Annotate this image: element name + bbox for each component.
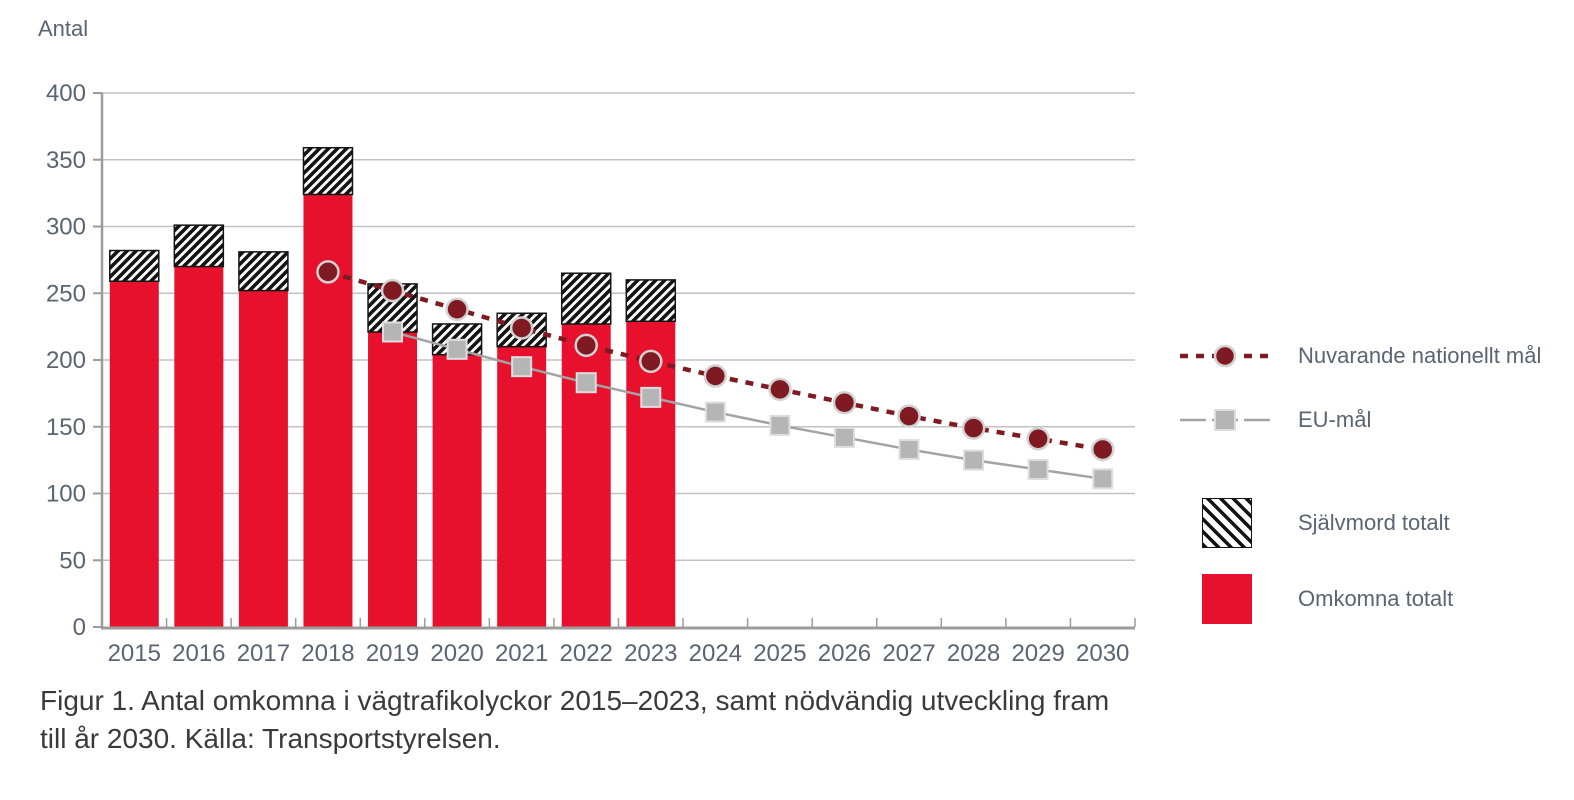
bar-omkomna-2022 — [561, 323, 611, 627]
marker-nuvarande-nationellt-m-l-2022 — [574, 333, 598, 358]
bar-omkomna-2017 — [238, 290, 288, 627]
legend-label-national-goal: Nuvarande nationellt mål — [1298, 343, 1542, 368]
marker-nuvarande-nationellt-m-l-2030 — [1090, 437, 1115, 462]
bar-omkomna-2015 — [109, 281, 159, 627]
marker-nuvarande-nationellt-m-l-2024 — [703, 364, 728, 388]
marker-eu-m-l-2019 — [382, 321, 404, 343]
marker-nuvarande-nationellt-m-l-2025 — [768, 377, 792, 402]
legend-label-eu-goal: EU-mål — [1298, 407, 1372, 432]
red-swatch — [1202, 574, 1252, 624]
bar-sjalvmord-2015 — [109, 249, 160, 282]
bar-omkomna-2021 — [497, 346, 547, 627]
marker-nuvarande-nationellt-m-l-2021 — [509, 316, 534, 340]
marker-eu-m-l-2028 — [963, 449, 985, 471]
x-tick-label-2020: 2020 — [430, 640, 483, 667]
x-tick-label-2017: 2017 — [237, 640, 290, 667]
marker-eu-m-l-2029 — [1027, 458, 1049, 480]
figure-caption: Figur 1. Antal omkomna i vägtrafikolycko… — [40, 682, 1160, 758]
marker-nuvarande-nationellt-m-l-2023 — [639, 349, 663, 374]
x-tick-label-2015: 2015 — [108, 640, 161, 667]
square-marker-sample — [1214, 409, 1236, 431]
bar-omkomna-2020 — [432, 354, 482, 627]
legend-item-suicides: Självmord totalt — [1202, 498, 1450, 548]
y-tick-label-350: 350 — [46, 147, 86, 174]
legend-item-deaths: Omkomna totalt — [1202, 574, 1453, 624]
chart-canvas: 0 50 100 150 200 250 300 350 400 2015 2016 2017 2018… — [46, 80, 1136, 667]
marker-eu-m-l-2023 — [640, 386, 662, 408]
y-tick-label-0: 0 — [73, 614, 86, 641]
legend-item-national-goal: Nuvarande nationellt mål — [1178, 343, 1541, 369]
y-tick-label-150: 150 — [46, 414, 86, 441]
y-tick-label-300: 300 — [46, 214, 86, 241]
y-axis-title: Antal — [38, 16, 89, 41]
marker-nuvarande-nationellt-m-l-2019 — [380, 278, 405, 303]
marker-eu-m-l-2030 — [1092, 468, 1114, 490]
legend-label-suicides: Självmord totalt — [1298, 510, 1450, 535]
x-tick-label-2025: 2025 — [753, 640, 806, 667]
x-tick-label-2024: 2024 — [689, 640, 742, 667]
bar-sjalvmord-2018 — [302, 146, 354, 196]
marker-nuvarande-nationellt-m-l-2018 — [316, 260, 340, 284]
marker-eu-m-l-2022 — [575, 372, 597, 394]
national-goal-line-sample — [1180, 344, 1270, 368]
y-tick-label-200: 200 — [46, 347, 86, 374]
marker-eu-m-l-2021 — [511, 356, 533, 378]
marker-nuvarande-nationellt-m-l-2020 — [445, 297, 469, 322]
x-tick-label-2022: 2022 — [560, 640, 613, 667]
x-tick-label-2019: 2019 — [366, 640, 419, 667]
bar-sjalvmord-2023 — [625, 279, 677, 323]
caption-line-2: till år 2030. Källa: Transportstyrelsen. — [40, 723, 501, 754]
x-tick-label-2026: 2026 — [818, 640, 871, 667]
bar-omkomna-2019 — [368, 331, 418, 627]
x-tick-label-2029: 2029 — [1011, 640, 1064, 667]
x-tick-label-2018: 2018 — [301, 640, 354, 667]
x-tick-label-2028: 2028 — [947, 640, 1000, 667]
x-tick-label-2027: 2027 — [882, 640, 935, 667]
chart-legend: Nuvarande nationellt mål EU-mål Självmor… — [1178, 0, 1574, 675]
circle-marker-sample — [1213, 344, 1237, 368]
marker-eu-m-l-2020 — [446, 338, 468, 360]
x-tick-label-2021: 2021 — [495, 640, 548, 667]
x-tick-label-2023: 2023 — [624, 640, 677, 667]
y-tick-label-100: 100 — [46, 481, 86, 508]
y-tick-label-50: 50 — [59, 547, 86, 574]
x-tick-label-2016: 2016 — [172, 640, 225, 667]
legend-item-eu-goal: EU-mål — [1178, 407, 1371, 433]
marker-eu-m-l-2027 — [898, 438, 920, 460]
eu-goal-line-sample — [1180, 409, 1270, 431]
bar-sjalvmord-2022 — [560, 272, 612, 325]
bar-omkomna-2018 — [303, 194, 353, 627]
marker-nuvarande-nationellt-m-l-2029 — [1026, 427, 1050, 451]
legend-label-deaths: Omkomna totalt — [1298, 586, 1454, 611]
caption-line-1: Figur 1. Antal omkomna i vägtrafikolycko… — [40, 685, 1110, 716]
line-eu-m-l — [392, 330, 1103, 481]
chart-area: 0 50 100 150 200 250 300 350 400 2015 2016 2017 2018… — [46, 80, 1136, 667]
marker-nuvarande-nationellt-m-l-2026 — [832, 390, 857, 415]
x-tick-label-2030: 2030 — [1076, 640, 1129, 667]
bar-omkomna-2016 — [174, 266, 224, 627]
bar-sjalvmord-2017 — [238, 251, 289, 292]
y-tick-label-250: 250 — [46, 280, 86, 307]
marker-eu-m-l-2026 — [833, 426, 855, 448]
bar-sjalvmord-2016 — [173, 224, 225, 268]
marker-eu-m-l-2024 — [704, 401, 726, 423]
marker-nuvarande-nationellt-m-l-2027 — [897, 404, 921, 428]
hatched-swatch — [1202, 498, 1252, 548]
marker-eu-m-l-2025 — [769, 414, 791, 436]
y-tick-label-400: 400 — [46, 80, 86, 107]
marker-nuvarande-nationellt-m-l-2028 — [961, 416, 986, 440]
